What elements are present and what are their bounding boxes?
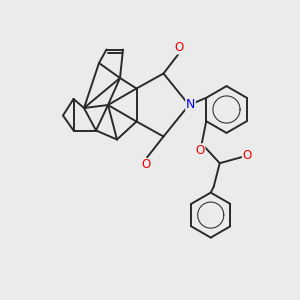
Text: O: O [141,158,150,172]
Text: N: N [186,98,195,112]
Text: O: O [243,149,252,162]
Text: O: O [175,41,184,54]
Text: O: O [196,144,205,157]
